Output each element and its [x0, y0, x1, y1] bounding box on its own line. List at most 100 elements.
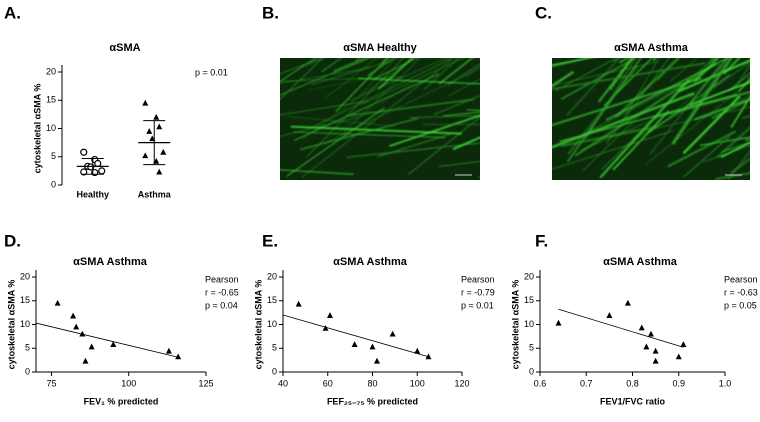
fiber	[290, 125, 462, 135]
x-tick-label: 100	[410, 378, 425, 388]
micrograph	[280, 0, 566, 180]
data-point	[680, 341, 687, 347]
data-point	[326, 312, 333, 318]
x-tick-label: 75	[46, 378, 56, 388]
data-point	[82, 357, 89, 364]
fiber	[552, 70, 575, 88]
fiber	[552, 58, 591, 69]
fiber	[552, 77, 702, 127]
fiber	[734, 62, 750, 89]
y-axis-label: cytoskeletal αSMA %	[32, 84, 42, 174]
y-tick-label: 15	[20, 295, 30, 305]
data-point	[110, 341, 117, 347]
fibers	[280, 0, 566, 179]
trend-line	[282, 314, 429, 358]
fiber	[438, 58, 474, 85]
fiber	[749, 171, 750, 173]
annotation: p = 0.05	[724, 300, 757, 310]
data-point	[54, 299, 61, 306]
x-tick-label: 120	[454, 378, 469, 388]
fiber	[585, 58, 637, 139]
fiber	[552, 58, 594, 67]
fiber	[730, 95, 750, 129]
fiber	[693, 58, 720, 83]
fiber	[657, 58, 681, 81]
fiber	[367, 58, 396, 77]
y-tick-label: 0	[272, 366, 277, 376]
fiber	[565, 58, 621, 117]
y-tick-label: 0	[529, 366, 534, 376]
fiber	[683, 136, 730, 178]
data-point	[160, 148, 167, 155]
fiber	[302, 58, 414, 139]
micrograph	[552, 58, 750, 180]
fiber	[433, 94, 480, 116]
data-point	[351, 341, 358, 347]
data-point	[675, 353, 682, 360]
data-point	[70, 312, 77, 319]
data-point	[98, 167, 106, 175]
fiber	[560, 58, 638, 100]
fiber	[280, 58, 372, 96]
data-point	[373, 357, 380, 364]
fiber	[293, 131, 446, 139]
trend-line	[558, 308, 684, 348]
annotation: p = 0.04	[205, 300, 238, 310]
data-point	[369, 343, 376, 350]
data-point	[88, 343, 95, 350]
fiber	[484, 0, 566, 59]
fiber	[647, 106, 750, 131]
x-tick-label: 80	[367, 378, 377, 388]
fiber	[323, 58, 378, 100]
y-tick-label: 20	[267, 271, 277, 281]
fiber	[280, 116, 359, 137]
y-tick-label: 15	[524, 295, 534, 305]
data-point	[295, 300, 302, 307]
fiber	[574, 62, 718, 157]
fiber	[280, 58, 323, 75]
y-tick-label: 20	[524, 271, 534, 281]
data-point	[624, 299, 631, 306]
chart-title: αSMA	[109, 42, 140, 54]
fiber	[309, 77, 372, 91]
annotation: p = 0.01	[195, 67, 228, 77]
fiber	[715, 172, 750, 180]
y-tick-label: 5	[25, 343, 30, 353]
fiber	[632, 107, 688, 141]
fiber	[711, 94, 750, 119]
fiber	[699, 136, 750, 147]
annotation: Pearson	[205, 274, 239, 284]
fiber	[606, 58, 670, 144]
y-axis-label: cytoskeletal αSMA %	[510, 280, 520, 370]
data-point	[153, 113, 160, 120]
panel-letter: F.	[535, 231, 548, 250]
data-point	[414, 347, 421, 354]
fiber	[688, 58, 716, 81]
fiber	[599, 78, 690, 179]
fiber	[662, 75, 714, 124]
fiber	[443, 111, 480, 117]
data-point	[322, 325, 329, 331]
fiber	[280, 58, 317, 83]
fiber	[294, 73, 440, 142]
fiber	[438, 160, 480, 167]
fiber	[349, 58, 448, 102]
y-tick-label: 10	[267, 319, 277, 329]
y-axis-label: cytoskeletal αSMA %	[253, 280, 263, 370]
fiber	[447, 63, 480, 86]
panel-letter: B.	[262, 3, 279, 22]
y-tick-label: 5	[51, 151, 56, 161]
fiber	[671, 58, 733, 146]
data-point	[652, 347, 659, 354]
fiber	[280, 100, 369, 116]
fiber	[644, 81, 750, 165]
fiber	[357, 77, 480, 85]
x-tick-label: 0.8	[626, 378, 639, 388]
chart-title: αSMA Asthma	[333, 256, 408, 268]
fiber	[749, 144, 750, 147]
fiber	[588, 86, 676, 133]
x-tick-label: 100	[121, 378, 136, 388]
y-tick-label: 10	[46, 123, 56, 133]
fiber	[321, 58, 343, 73]
